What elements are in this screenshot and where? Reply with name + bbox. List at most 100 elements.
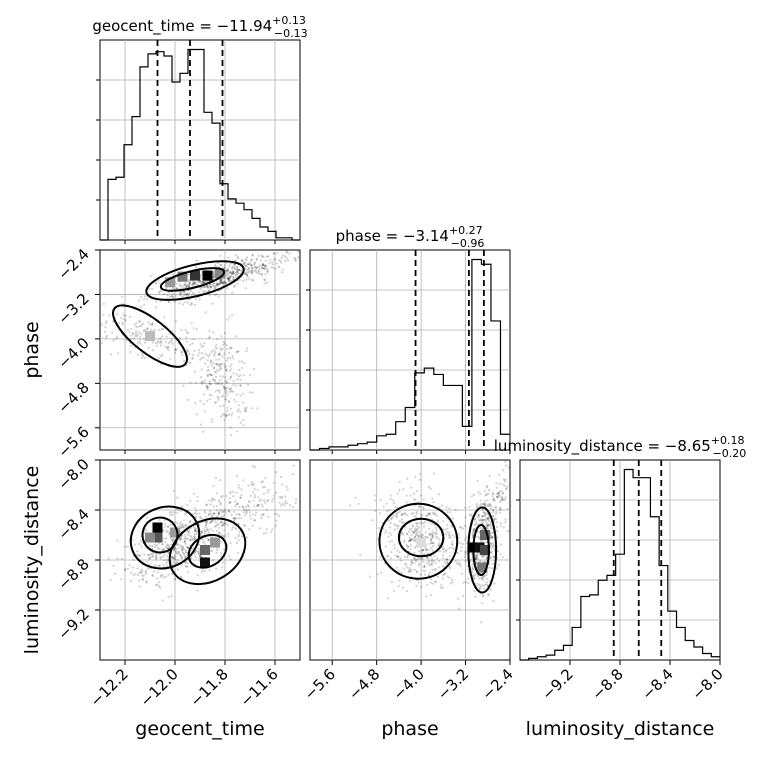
sample-point — [151, 554, 154, 558]
sample-point — [428, 533, 431, 536]
sample-point — [218, 510, 221, 513]
sample-point — [208, 294, 211, 297]
sample-point — [414, 530, 417, 533]
sample-point — [414, 522, 417, 525]
sample-point — [194, 516, 197, 519]
sample-point — [483, 489, 486, 492]
sample-point — [209, 285, 212, 288]
sample-point — [487, 525, 490, 528]
sample-point — [497, 492, 500, 495]
sample-point — [185, 565, 188, 568]
sample-point — [188, 285, 191, 288]
sample-point — [417, 564, 420, 567]
sample-point — [474, 573, 477, 576]
sample-point — [228, 413, 231, 416]
sample-point — [237, 257, 240, 260]
sample-point — [246, 271, 249, 274]
sample-point — [222, 548, 225, 551]
sample-point — [184, 542, 187, 546]
sample-point — [202, 280, 205, 283]
sample-point — [410, 561, 413, 564]
sample-point — [197, 552, 200, 555]
sample-point — [229, 346, 232, 349]
sample-point — [161, 548, 164, 551]
sample-point — [179, 292, 182, 295]
sample-point — [216, 515, 219, 518]
sample-point — [387, 519, 390, 522]
sample-point — [261, 480, 264, 483]
sample-point — [499, 507, 502, 510]
sample-point — [193, 538, 196, 542]
sample-point — [158, 282, 162, 285]
sample-point — [279, 475, 282, 479]
sample-point — [209, 286, 212, 289]
sample-point — [226, 287, 229, 290]
sample-point — [492, 555, 495, 558]
sample-point — [257, 269, 260, 272]
sample-point — [474, 595, 477, 598]
sample-point — [474, 517, 477, 521]
sample-point — [239, 394, 242, 397]
sample-point — [142, 574, 145, 577]
sample-point — [489, 536, 492, 539]
sample-point — [415, 489, 418, 493]
sample-point — [496, 525, 499, 529]
sample-point — [464, 516, 467, 519]
sample-point — [238, 514, 241, 517]
sample-point — [238, 533, 241, 536]
xlabel-phase: phase — [381, 718, 438, 740]
sample-point — [430, 564, 433, 567]
sample-point — [181, 551, 185, 554]
sample-point — [226, 406, 229, 409]
sample-point — [235, 475, 238, 478]
sample-point — [396, 527, 399, 530]
sample-point — [482, 511, 486, 514]
sample-point — [203, 532, 206, 535]
sample-point — [238, 369, 241, 372]
sample-point — [148, 287, 151, 290]
sample-point — [209, 286, 212, 289]
sample-point — [219, 503, 222, 506]
sample-point — [146, 567, 149, 570]
sample-point — [239, 384, 242, 387]
sample-point — [155, 556, 158, 559]
sample-point — [261, 255, 264, 258]
sample-point — [218, 389, 221, 392]
sample-point — [278, 495, 281, 499]
sample-point — [168, 511, 171, 514]
sample-point — [443, 561, 446, 564]
sample-point — [126, 567, 129, 570]
sample-point — [255, 258, 258, 261]
sample-point — [216, 284, 219, 288]
sample-point — [224, 387, 227, 390]
sample-point — [161, 327, 165, 330]
sample-point — [177, 543, 180, 546]
sample-point — [198, 512, 201, 515]
sample-point — [458, 525, 462, 529]
sample-point — [415, 515, 418, 519]
sample-point — [408, 570, 411, 573]
sample-point — [234, 259, 237, 262]
sample-point — [261, 267, 264, 270]
sample-point — [193, 282, 196, 285]
sample-point — [180, 545, 183, 548]
sample-point — [157, 581, 160, 584]
sample-point — [182, 552, 185, 555]
sample-point — [226, 523, 229, 527]
sample-point — [425, 562, 428, 565]
sample-point — [262, 263, 265, 266]
sample-point — [232, 271, 235, 274]
sample-point — [263, 485, 266, 488]
sample-point — [181, 287, 184, 290]
sample-point — [252, 484, 255, 487]
sample-point — [432, 501, 435, 504]
sample-point — [474, 518, 477, 521]
sample-point — [390, 557, 393, 560]
sample-point — [165, 537, 168, 540]
sample-point — [476, 479, 479, 482]
sample-point — [236, 410, 239, 413]
sample-point — [431, 541, 434, 545]
sample-point — [415, 570, 418, 573]
histogram-phase — [310, 258, 510, 451]
sample-point — [431, 559, 434, 562]
